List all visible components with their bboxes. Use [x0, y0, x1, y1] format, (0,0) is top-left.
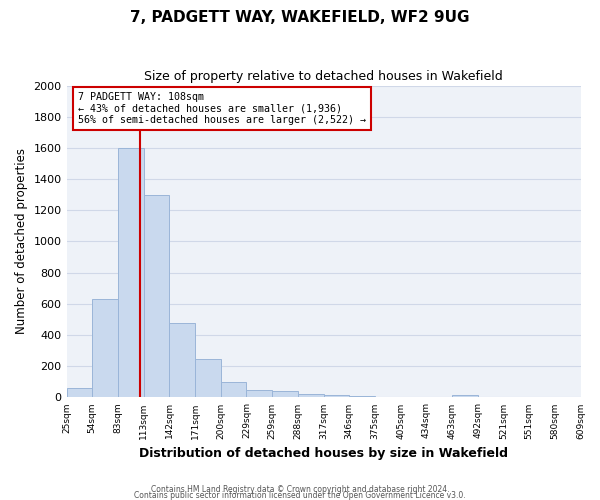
Bar: [92, 299, 118, 398]
Bar: [323, 394, 349, 398]
Bar: [67, 388, 92, 398]
Bar: [452, 395, 478, 398]
Bar: [118, 148, 143, 398]
Bar: [143, 194, 169, 398]
Bar: [169, 324, 195, 398]
Bar: [221, 382, 247, 398]
Bar: [247, 390, 272, 398]
Text: Contains public sector information licensed under the Open Government Licence v3: Contains public sector information licen…: [134, 490, 466, 500]
Bar: [272, 391, 298, 398]
X-axis label: Distribution of detached houses by size in Wakefield: Distribution of detached houses by size …: [139, 447, 508, 460]
Bar: [349, 396, 375, 398]
Y-axis label: Number of detached properties: Number of detached properties: [15, 148, 28, 334]
Bar: [195, 359, 221, 398]
Bar: [298, 394, 323, 398]
Text: 7 PADGETT WAY: 108sqm
← 43% of detached houses are smaller (1,936)
56% of semi-d: 7 PADGETT WAY: 108sqm ← 43% of detached …: [78, 92, 366, 125]
Text: 7, PADGETT WAY, WAKEFIELD, WF2 9UG: 7, PADGETT WAY, WAKEFIELD, WF2 9UG: [130, 10, 470, 25]
Text: Contains HM Land Registry data © Crown copyright and database right 2024.: Contains HM Land Registry data © Crown c…: [151, 484, 449, 494]
Title: Size of property relative to detached houses in Wakefield: Size of property relative to detached ho…: [144, 70, 503, 83]
